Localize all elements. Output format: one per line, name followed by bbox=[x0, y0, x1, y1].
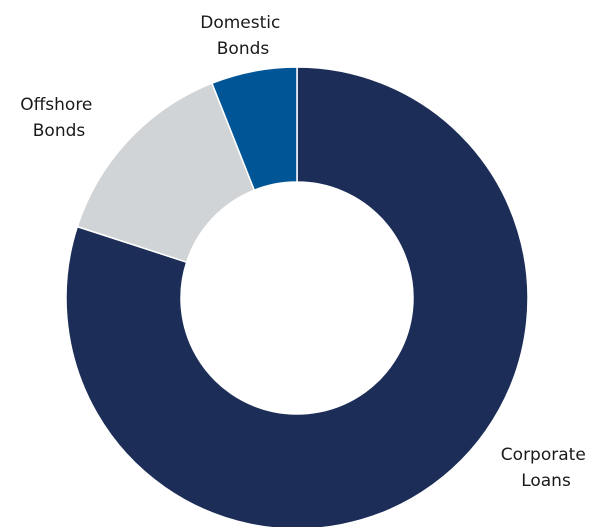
slices-group bbox=[65, 66, 529, 527]
slice-label-corporate-loans: Corporate Loans bbox=[501, 445, 591, 491]
slice-label-domestic-bonds: Domestic Bonds bbox=[200, 13, 286, 59]
slice-domestic-bonds bbox=[210, 66, 298, 192]
slice-offshore-bonds bbox=[76, 82, 256, 264]
slice-label-offshore-bonds: Offshore Bonds bbox=[20, 95, 98, 141]
slice-corporate-loans bbox=[65, 66, 529, 527]
